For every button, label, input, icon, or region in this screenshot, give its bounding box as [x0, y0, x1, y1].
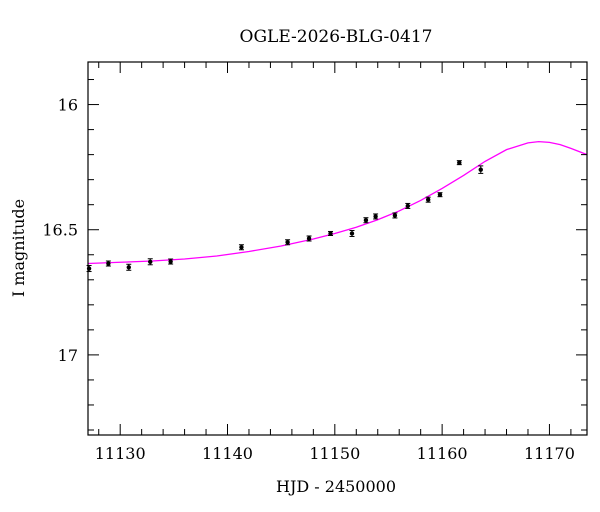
- x-tick-label-11150: 11150: [309, 444, 360, 463]
- x-axis-label: HJD - 2450000: [276, 477, 396, 496]
- data-point-8: [328, 231, 333, 236]
- y-tick-label-0: 16: [58, 96, 78, 115]
- plot-frame: [87, 61, 588, 436]
- y-tick-label-1: 16.5: [42, 221, 78, 240]
- data-point-5: [239, 245, 244, 250]
- y-axis-label: I magnitude: [9, 199, 28, 297]
- y-tick-label-2: 17: [58, 346, 78, 365]
- data-point-7: [306, 236, 312, 241]
- data-point-13: [405, 203, 410, 209]
- data-point-9: [349, 231, 355, 236]
- data-point-11: [373, 214, 378, 219]
- x-tick-label-11160: 11160: [417, 444, 468, 463]
- data-point-3: [148, 259, 153, 264]
- data-point-17: [478, 167, 483, 172]
- data-point-2: [126, 265, 131, 270]
- data-point-14: [425, 197, 431, 202]
- x-tick-label-11170: 11170: [524, 444, 575, 463]
- x-tick-label-11140: 11140: [202, 444, 253, 463]
- data-point-15: [437, 192, 443, 197]
- chart-title: OGLE-2026-BLG-0417: [240, 27, 433, 47]
- plot-area: 11130 11140 11150 11160 11170 16 16.5 17: [42, 61, 588, 463]
- data-point-12: [392, 213, 398, 218]
- model-curve: [88, 140, 587, 265]
- x-tick-label-11130: 11130: [95, 444, 146, 463]
- data-point-1: [106, 261, 111, 266]
- data-point-10: [363, 218, 369, 223]
- data-point-16: [457, 160, 462, 165]
- data-point-4: [168, 259, 173, 264]
- data-point-6: [285, 240, 290, 245]
